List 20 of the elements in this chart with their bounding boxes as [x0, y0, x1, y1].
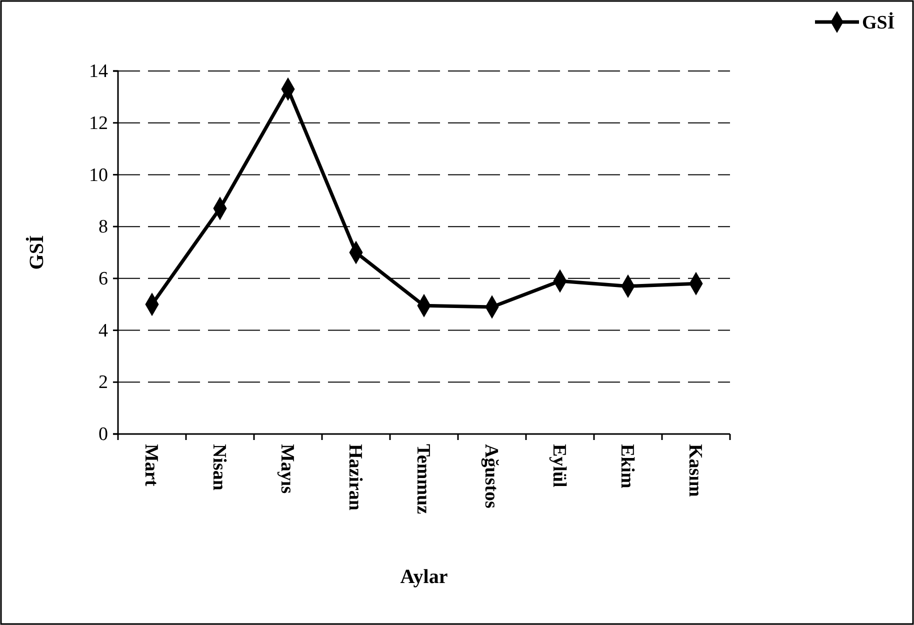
y-tick-label: 2: [98, 372, 108, 394]
y-tick-label: 8: [98, 216, 108, 238]
x-tick-label: Ekim: [616, 444, 638, 489]
y-axis-title: GSİ: [25, 235, 48, 270]
x-axis-title: Aylar: [400, 566, 448, 588]
x-tick-label: Temmuz: [412, 444, 434, 515]
legend-label: GSİ: [862, 12, 895, 34]
y-tick-label: 4: [98, 320, 108, 342]
x-tick-label: Mayıs: [276, 444, 298, 494]
y-tick-label: 12: [89, 112, 108, 134]
y-tick-label: 10: [89, 164, 108, 186]
y-tick-label: 0: [98, 424, 108, 446]
x-tick-label: Ağustos: [480, 444, 502, 508]
x-tick-label: Eylül: [548, 444, 570, 488]
x-tick-label: Kasım: [684, 444, 706, 497]
x-tick-label: Haziran: [344, 444, 366, 511]
x-tick-label: Mart: [140, 444, 162, 487]
x-tick-label: Nisan: [208, 444, 230, 491]
y-tick-label: 6: [98, 268, 108, 290]
y-tick-label: 14: [89, 61, 108, 82]
